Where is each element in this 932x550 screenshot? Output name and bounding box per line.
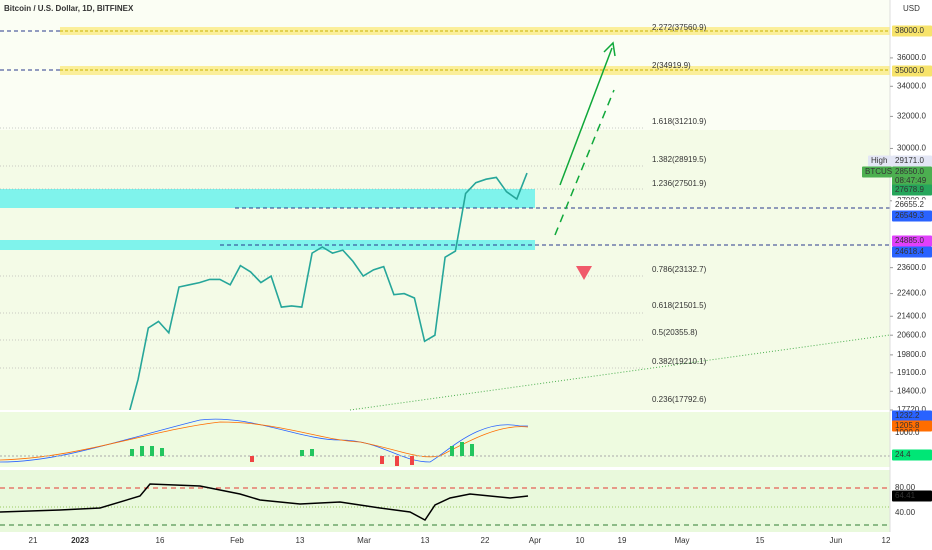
y-tick-label: 21400.0 — [897, 311, 926, 320]
price-badge-label: 40.00 — [895, 508, 916, 517]
y-tick-label: 19100.0 — [897, 368, 926, 377]
price-badge-label: 24885.0 — [895, 236, 924, 245]
price-badge — [892, 155, 932, 167]
time-label: 16 — [156, 536, 165, 545]
price-badge — [892, 235, 932, 247]
price-badge-label: 64.41 — [895, 491, 916, 500]
time-label: 10 — [576, 536, 585, 545]
time-label: 13 — [296, 536, 305, 545]
price-badge — [892, 210, 932, 222]
price-badge — [892, 166, 932, 178]
price-badge-label: 28550.0 — [895, 167, 924, 176]
price-badge — [892, 420, 932, 432]
price-badge — [892, 449, 932, 461]
y-tick-label: 19800.0 — [897, 350, 926, 359]
time-label: 12 — [882, 536, 891, 545]
trend-line — [349, 334, 891, 411]
price-badge-label: 27678.9 — [895, 185, 924, 194]
y-tick-label: 22400.0 — [897, 289, 926, 298]
price-badge — [892, 175, 932, 187]
fib-label: 0.382(19210.1) — [652, 357, 707, 366]
fib-label: 2(34919.9) — [652, 61, 691, 70]
price-badge — [892, 490, 932, 502]
time-label: 22 — [481, 536, 490, 545]
price-badge — [892, 246, 932, 258]
time-label: Mar — [357, 536, 371, 545]
time-label: Feb — [230, 536, 244, 545]
fib-label: 0.236(17792.6) — [652, 395, 707, 404]
fib-label: 0.786(23132.7) — [652, 265, 707, 274]
time-label: 19 — [618, 536, 627, 545]
zone-band — [0, 240, 535, 250]
price-badge-label: BTCUSD — [865, 167, 898, 176]
currency-label: USD — [903, 4, 920, 13]
price-badge-label: 35000.0 — [895, 66, 924, 75]
price-badge — [892, 184, 932, 196]
price-badge — [892, 199, 932, 211]
price-line — [129, 172, 528, 410]
fib-label: 2.272(37560.9) — [652, 23, 707, 32]
price-badge-label: 08:47:49 — [895, 176, 927, 185]
price-badge — [862, 166, 892, 178]
signal-line — [0, 421, 529, 461]
time-label: 21 — [29, 536, 38, 545]
time-label: May — [674, 536, 689, 545]
fib-label: 0.618(21501.5) — [652, 301, 707, 310]
price-badge-label: 80.00 — [895, 483, 916, 492]
price-badge-label: 24618.4 — [895, 247, 924, 256]
y-tick-label: 20600.0 — [897, 330, 926, 339]
time-label: 13 — [421, 536, 430, 545]
price-badge-label: 1000.0 — [895, 428, 920, 437]
projection-arrow — [554, 89, 615, 236]
macd-pane-bg — [0, 412, 890, 467]
y-tick-label: 17720.0 — [897, 405, 926, 414]
y-tick-label: 23600.0 — [897, 263, 926, 272]
price-badge-label: 26655.2 — [895, 200, 924, 209]
time-label: 2023 — [71, 536, 89, 545]
y-tick-label: 32000.0 — [897, 112, 926, 121]
price-badge — [892, 410, 932, 422]
time-label: Apr — [529, 536, 542, 545]
y-tick-label: 30000.0 — [897, 144, 926, 153]
projection-arrow — [559, 47, 613, 186]
down-marker — [576, 266, 592, 280]
main-pane-bg-top — [0, 0, 890, 130]
level-lines — [0, 30, 890, 246]
price-badge-label: High — [871, 156, 887, 165]
y-tick-label: 18400.0 — [897, 386, 926, 395]
rsi-line — [0, 483, 529, 521]
y-tick-label: 34000.0 — [897, 81, 926, 90]
price-badge-label: 1205.8 — [895, 421, 920, 430]
fib-label: 0.5(20355.8) — [652, 328, 698, 337]
macd-histogram — [130, 442, 474, 456]
price-badge — [892, 25, 932, 37]
price-badge-label: 1232.2 — [895, 411, 920, 420]
price-badge — [892, 65, 932, 77]
zone-band — [0, 189, 535, 208]
fib-label: 1.382(28919.5) — [652, 155, 707, 164]
macd-histogram-neg — [250, 456, 414, 466]
price-badge-label: 38000.0 — [895, 26, 924, 35]
fib-label: 1.618(31210.9) — [652, 117, 707, 126]
time-label: Jun — [830, 536, 843, 545]
price-badge-label: 29171.0 — [895, 156, 924, 165]
price-badge-label: 24.4 — [895, 450, 911, 459]
price-badge-label: 26549.3 — [895, 211, 924, 220]
price-badge — [868, 155, 892, 167]
arrow-head — [603, 41, 616, 57]
chart-title: Bitcoin / U.S. Dollar, 1D, BITFINEX — [4, 4, 134, 13]
y-tick-label: 36000.0 — [897, 53, 926, 62]
fib-lines — [0, 127, 645, 369]
fib-label: 1.236(27501.9) — [652, 179, 707, 188]
time-label: 15 — [756, 536, 765, 545]
